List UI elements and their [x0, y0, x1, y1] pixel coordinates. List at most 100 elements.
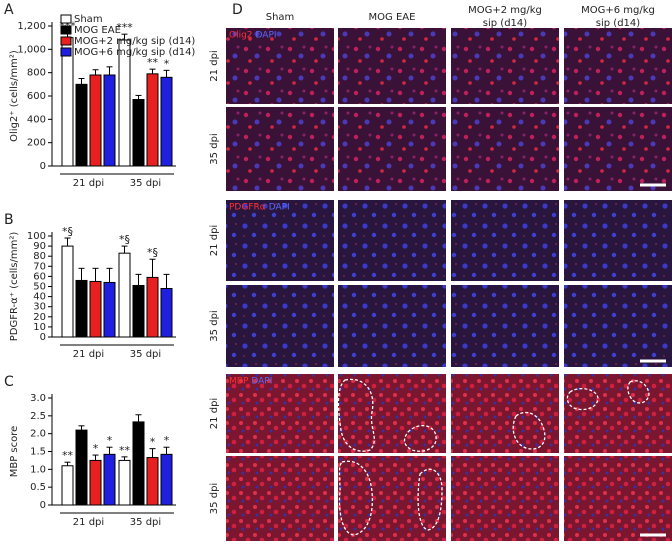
bar	[146, 457, 159, 506]
micrograph	[564, 285, 672, 367]
legend-label: MOG+2 mg/kg sip (d14)	[74, 36, 195, 47]
bar	[160, 76, 173, 167]
legend-swatch	[60, 25, 72, 35]
stain-counterstain: DAPI	[251, 377, 272, 387]
legend-swatch	[60, 36, 72, 46]
micrograph	[338, 200, 446, 281]
micrograph	[451, 28, 559, 104]
x-tick-label: 21 dpi	[73, 178, 104, 189]
significance-mark: **	[119, 444, 131, 457]
y-tick-label: 50	[33, 282, 46, 293]
panel-label: B	[4, 212, 14, 228]
lesion-outline	[512, 411, 546, 450]
legend-label: Sham	[74, 14, 103, 25]
micrograph	[338, 285, 446, 367]
y-tick-label: 1,000	[17, 44, 46, 55]
y-tick-label: 0	[40, 500, 46, 511]
y-tick-label: 90	[33, 241, 46, 252]
row-label: 21 dpi	[209, 398, 220, 429]
x-tick-label: 35 dpi	[130, 349, 161, 360]
panel-label: A	[4, 2, 14, 18]
y-tick-label: 20	[33, 312, 46, 323]
bar	[118, 459, 131, 506]
bar	[118, 252, 131, 338]
y-tick-label: 2.5	[30, 411, 46, 422]
significance-mark: ***	[116, 21, 133, 34]
bar	[132, 421, 145, 506]
legend-label: MOG+6 mg/kg sip (d14)	[74, 47, 195, 58]
y-tick-label: 600	[27, 91, 46, 102]
stain-counterstain: DAPI	[256, 31, 277, 41]
legend-swatch	[60, 14, 72, 24]
y-axis-label: PDGFR-α⁺ (cells/mm²)	[9, 232, 20, 342]
column-header: sip (d14)	[596, 18, 640, 29]
y-tick-label: 40	[33, 292, 46, 303]
significance-mark: *	[93, 442, 99, 455]
y-tick-label: 3.0	[30, 393, 46, 404]
row-label: 21 dpi	[209, 225, 220, 256]
bar	[103, 74, 116, 167]
x-tick-label: 21 dpi	[73, 517, 104, 528]
x-tick-label: 35 dpi	[130, 517, 161, 528]
bar	[103, 453, 116, 506]
legend-swatch	[60, 47, 72, 57]
y-tick-label: 10	[33, 322, 46, 333]
micrograph	[451, 285, 559, 367]
bar	[103, 281, 116, 338]
x-tick-label: 35 dpi	[130, 178, 161, 189]
micrograph	[451, 456, 559, 541]
significance-mark: *§	[147, 246, 158, 259]
lesion-outline	[566, 387, 599, 411]
lesion-outline	[403, 425, 437, 452]
x-tick-label: 21 dpi	[73, 349, 104, 360]
y-tick-label: 80	[33, 251, 46, 262]
micrograph	[226, 456, 334, 541]
y-tick-label: 1.0	[30, 464, 46, 475]
legend-label: MOG EAE	[74, 25, 121, 36]
micrograph	[564, 200, 672, 281]
micrograph	[564, 374, 672, 453]
lesion-outline	[337, 378, 375, 452]
row-label: 35 dpi	[209, 133, 220, 164]
micrograph	[226, 374, 334, 453]
micrograph	[451, 107, 559, 191]
significance-mark: **	[62, 449, 74, 462]
y-tick-label: 30	[33, 302, 46, 313]
micrograph	[226, 200, 334, 281]
column-header: sip (d14)	[483, 18, 527, 29]
stain-counterstain: DAPI	[269, 203, 290, 213]
micrograph	[338, 456, 446, 541]
bar	[75, 279, 88, 338]
stain-marker: Olig2	[229, 31, 253, 41]
y-tick-label: 100	[27, 231, 46, 242]
panel-label: D	[232, 2, 243, 18]
bar	[89, 74, 102, 167]
y-tick-label: 0	[40, 161, 46, 172]
bar	[89, 459, 102, 506]
panel-label: C	[4, 374, 14, 390]
bar	[89, 280, 102, 338]
micrograph	[338, 107, 446, 191]
micrograph	[451, 374, 559, 453]
significance-mark: *	[164, 57, 170, 70]
bar	[132, 99, 145, 167]
micrograph	[226, 28, 334, 104]
micrograph	[564, 456, 672, 541]
y-tick-label: 1,200	[17, 21, 46, 32]
bar	[160, 453, 173, 506]
column-header: MOG+6 mg/kg	[581, 5, 655, 16]
micrograph	[451, 200, 559, 281]
y-tick-label: 70	[33, 261, 46, 272]
bar	[146, 276, 159, 338]
bar	[75, 83, 88, 167]
bar	[118, 39, 131, 167]
row-label: 35 dpi	[209, 310, 220, 341]
y-tick-label: 60	[33, 271, 46, 282]
micrograph	[564, 28, 672, 104]
y-tick-label: 200	[27, 138, 46, 149]
y-tick-label: 2.0	[30, 429, 46, 440]
y-axis-label: Olig2⁺ (cells/mm²)	[9, 50, 20, 142]
significance-mark: *	[107, 434, 113, 447]
y-tick-label: 400	[27, 114, 46, 125]
